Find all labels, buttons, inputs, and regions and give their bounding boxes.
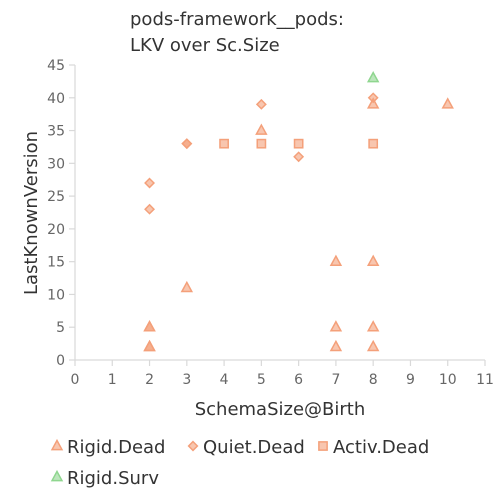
legend-label-activ-dead: Activ.Dead (333, 437, 429, 458)
chart-legend: Rigid.Dead Quiet.Dead Activ.Dead Rigid.Surv (50, 437, 429, 489)
y-tick-label: 25 (47, 189, 65, 205)
point-quiet-dead (144, 203, 156, 215)
legend-label-rigid-dead: Rigid.Dead (67, 437, 165, 458)
y-tick-label: 10 (47, 287, 65, 303)
point-rigid-dead (143, 320, 156, 332)
point-activ-dead (293, 138, 304, 149)
y-tick-label: 20 (47, 222, 65, 238)
y-tick-label: 5 (56, 320, 65, 336)
legend-marker-quiet-dead (187, 440, 199, 452)
x-tick-label: 6 (294, 372, 303, 388)
x-tick-label: 11 (476, 372, 494, 388)
x-tick-label: 0 (71, 372, 80, 388)
point-quiet-dead (181, 138, 193, 150)
y-tick-label: 35 (47, 124, 65, 140)
point-rigid-dead (366, 320, 380, 332)
point-activ-dead (219, 138, 229, 149)
point-quiet-dead (144, 177, 156, 189)
data-points (143, 71, 454, 352)
point-rigid-surv (366, 71, 380, 83)
x-tick-label: 2 (145, 372, 154, 388)
x-tick-label: 8 (369, 372, 378, 388)
point-quiet-dead (293, 151, 305, 163)
chart-title-line-2: LKV over Sc.Size (130, 35, 280, 56)
point-rigid-dead (329, 339, 343, 352)
point-rigid-dead (329, 320, 343, 332)
x-tick-label: 10 (439, 372, 457, 388)
x-axis-label: SchemaSize@Birth (195, 399, 366, 420)
y-tick-label: 40 (47, 91, 65, 107)
legend-marker-rigid-dead (50, 438, 64, 451)
point-quiet-dead (367, 92, 379, 104)
point-rigid-dead (366, 254, 380, 266)
point-quiet-dead (255, 98, 267, 110)
legend-marker-activ-dead (318, 441, 328, 451)
y-tick-label: 15 (47, 255, 65, 271)
legend-label-quiet-dead: Quiet.Dead (203, 437, 305, 458)
plot-axes (74, 65, 485, 361)
legend-label-rigid-surv: Rigid.Surv (67, 468, 159, 489)
point-rigid-dead (441, 97, 454, 109)
x-tick-label: 7 (331, 372, 340, 388)
point-rigid-dead (366, 339, 380, 352)
point-activ-dead (368, 138, 379, 149)
point-rigid-dead (329, 254, 343, 266)
y-axis-ticks: 0 5 10 15 20 25 30 35 40 45 (47, 58, 75, 369)
y-tick-label: 0 (56, 353, 65, 369)
y-tick-label: 45 (47, 58, 65, 74)
x-tick-label: 1 (108, 372, 117, 388)
point-rigid-dead (255, 123, 268, 135)
x-tick-label: 4 (220, 372, 229, 388)
legend-marker-rigid-surv (50, 469, 64, 482)
point-activ-dead (256, 138, 267, 149)
chart-title-line-1: pods-framework__pods: (130, 9, 344, 30)
x-axis-ticks: 0 1 2 3 4 5 6 7 8 9 10 11 (71, 360, 494, 388)
y-tick-label: 30 (47, 156, 65, 172)
x-tick-label: 5 (257, 372, 266, 388)
point-rigid-dead (143, 339, 156, 352)
y-axis-label: LastKnownVersion (21, 131, 42, 295)
x-tick-label: 9 (406, 372, 415, 388)
x-tick-label: 3 (182, 372, 191, 388)
point-rigid-dead (180, 280, 194, 293)
point-rigid-dead (366, 97, 380, 109)
